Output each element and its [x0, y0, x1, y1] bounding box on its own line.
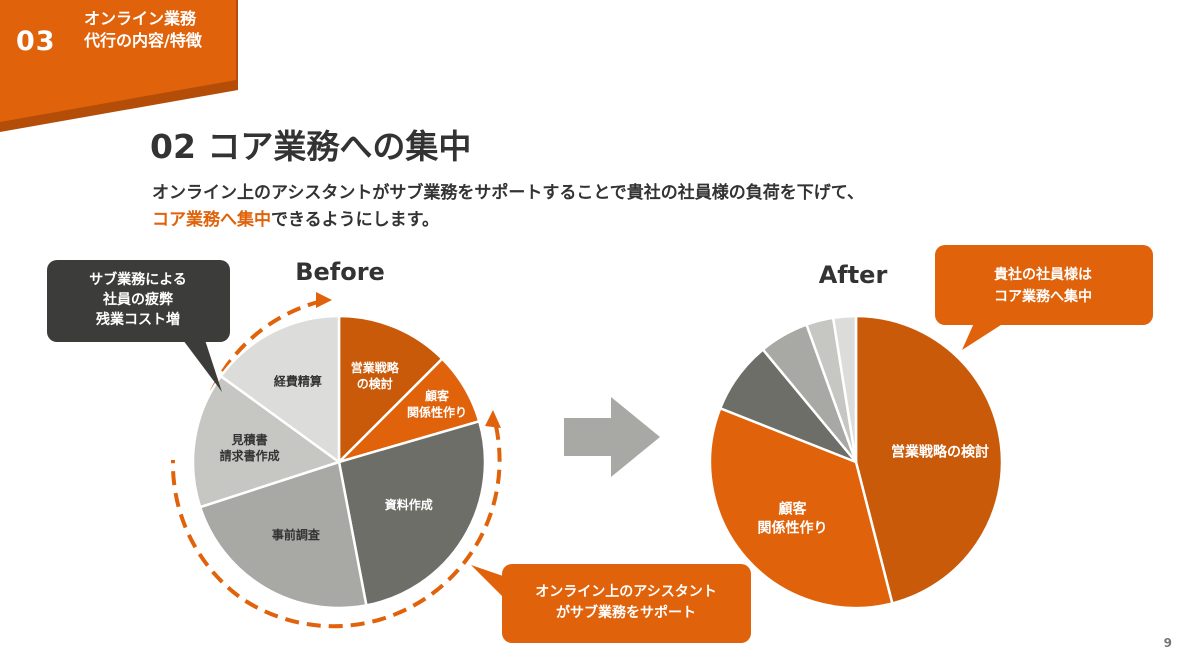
callout-before-line3: 残業コスト増 — [96, 311, 180, 328]
lead-highlight: コア業務へ集中 — [152, 210, 271, 230]
callout-assistant-support: オンライン上のアシスタント がサブ業務をサポート — [471, 564, 751, 643]
pie-slice-1 — [337, 314, 445, 466]
callout-before-line2: 社員の疲弊 — [102, 291, 174, 308]
callout-before-line1: サブ業務による — [89, 271, 187, 288]
right-arrow-icon — [564, 397, 660, 477]
lead-text-line1: オンライン上のアシスタントがサブ業務をサポートすることで貴社の社員様の負荷を下げ… — [152, 183, 864, 203]
pie-slice-label: 顧客 — [425, 388, 450, 403]
section-number: 03 — [16, 26, 56, 57]
lead-text-line2: コア業務へ集中できるようにします。 — [152, 205, 439, 230]
pie-slice-6 — [831, 314, 858, 463]
pie-slice-5 — [191, 374, 342, 509]
circular-arrow-icon — [170, 292, 502, 629]
chart-title-after: After — [819, 261, 888, 289]
callout-after-focus: 貴社の社員様は コア業務へ集中 — [935, 245, 1153, 350]
callout-after-line2: コア業務へ集中 — [994, 288, 1092, 305]
callout-support-line1: オンライン上のアシスタント — [535, 584, 716, 600]
pie-slice-label: 営業戦略の検討 — [891, 443, 989, 460]
chart-title-before: Before — [295, 258, 385, 286]
pie-slice-label: 営業戦略 — [351, 360, 400, 375]
section-tab — [0, 0, 238, 132]
pie-slice-label: 関係性作り — [757, 519, 827, 536]
pie-slice-label: 見積書 — [231, 432, 268, 447]
pie-slice-label: 関係性作り — [407, 404, 467, 419]
lead-rest: できるようにします。 — [271, 210, 439, 230]
callout-before-issue: サブ業務による 社員の疲弊 残業コスト増 — [47, 260, 230, 392]
pie-slice-label: 資料作成 — [385, 497, 433, 512]
pie-slice-label: 請求書作成 — [220, 448, 280, 463]
pie-slice-label: 事前調査 — [272, 527, 321, 542]
pie-slice-2 — [708, 406, 894, 610]
pie-slice-label: 顧客 — [778, 500, 807, 517]
callout-support-line2: がサブ業務をサポート — [556, 604, 696, 621]
slide-title: 02 コア業務への集中 — [150, 127, 472, 166]
pie-slice-6 — [219, 314, 341, 465]
pie-slice-3 — [337, 419, 487, 607]
pie-slice-4 — [198, 460, 368, 610]
pie-slice-label: 経費精算 — [274, 374, 322, 389]
pie-slice-label: の検討 — [357, 376, 393, 391]
section-title: オンライン業務代行の内容/特徴 — [84, 9, 202, 50]
page-number: 9 — [1163, 636, 1172, 650]
pie-slice-1 — [854, 314, 1004, 605]
callout-after-line1: 貴社の社員様は — [994, 266, 1092, 283]
